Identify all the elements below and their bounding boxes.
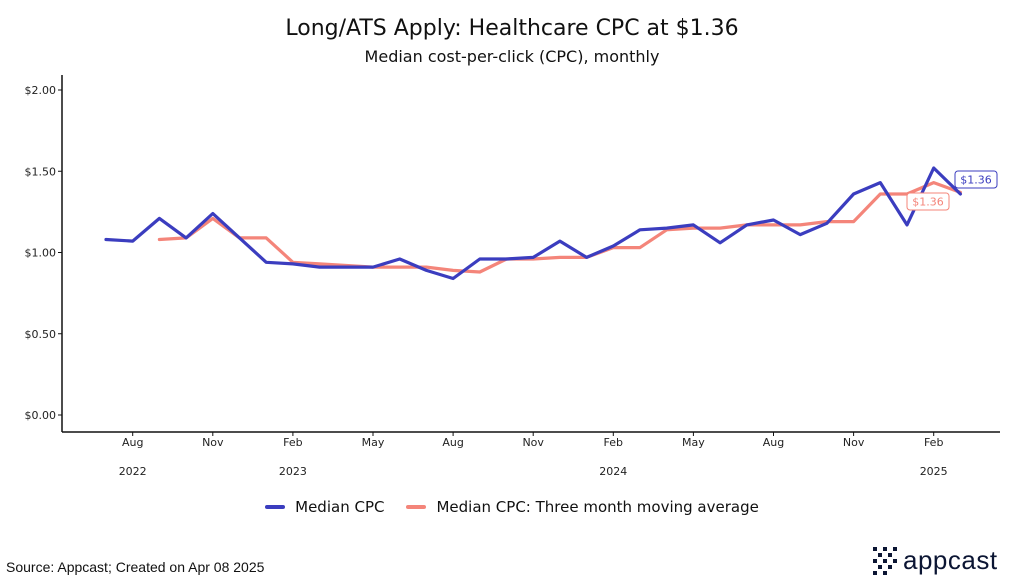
appcast-logo: appcast (873, 545, 998, 576)
legend-swatch-moving-average (406, 505, 427, 509)
x-tick-label: May (362, 436, 385, 449)
end-label-moving-average: $1.36 (912, 196, 944, 209)
x-tick-label: Aug (763, 436, 784, 449)
x-year-label: 2024 (599, 465, 627, 478)
appcast-logo-text: appcast (903, 545, 998, 575)
end-label-median: $1.36 (960, 174, 992, 187)
x-tick-label: Feb (604, 436, 623, 449)
x-tick-label: Nov (843, 436, 865, 449)
x-year-label: 2025 (920, 465, 948, 478)
y-tick-label: $2.00 (25, 84, 57, 97)
y-tick-label: $0.00 (25, 409, 57, 422)
series-line-moving-average (157, 181, 963, 274)
y-tick-label: $1.50 (25, 165, 57, 178)
end-label-median-box (954, 170, 998, 189)
legend-label-median: Median CPC (295, 498, 385, 516)
y-tick-label: $0.50 (25, 328, 57, 341)
series-line-median (104, 166, 963, 281)
x-tick-label: Nov (522, 436, 544, 449)
end-label-moving-average-box (906, 192, 950, 211)
x-tick-label: Aug (122, 436, 143, 449)
x-year-label: 2023 (279, 465, 307, 478)
x-tick-label: May (682, 436, 705, 449)
x-year-label: 2022 (119, 465, 147, 478)
chart-title: Long/ATS Apply: Healthcare CPC at $1.36 (285, 16, 739, 41)
chart-legend: Median CPC Median CPC: Three month movin… (0, 498, 1024, 516)
y-tick-label: $1.00 (25, 247, 57, 260)
appcast-logo-icon (873, 546, 897, 575)
x-tick-label: Feb (924, 436, 943, 449)
x-tick-label: Aug (442, 436, 463, 449)
chart-subtitle: Median cost-per-click (CPC), monthly (364, 47, 660, 66)
legend-item-median: Median CPC (265, 498, 384, 516)
x-tick-label: Feb (283, 436, 302, 449)
x-tick-label: Nov (202, 436, 224, 449)
legend-swatch-median (265, 505, 286, 509)
legend-label-moving-average: Median CPC: Three month moving average (436, 498, 759, 516)
source-note: Source: Appcast; Created on Apr 08 2025 (6, 559, 265, 575)
legend-item-moving-average: Median CPC: Three month moving average (406, 498, 759, 516)
